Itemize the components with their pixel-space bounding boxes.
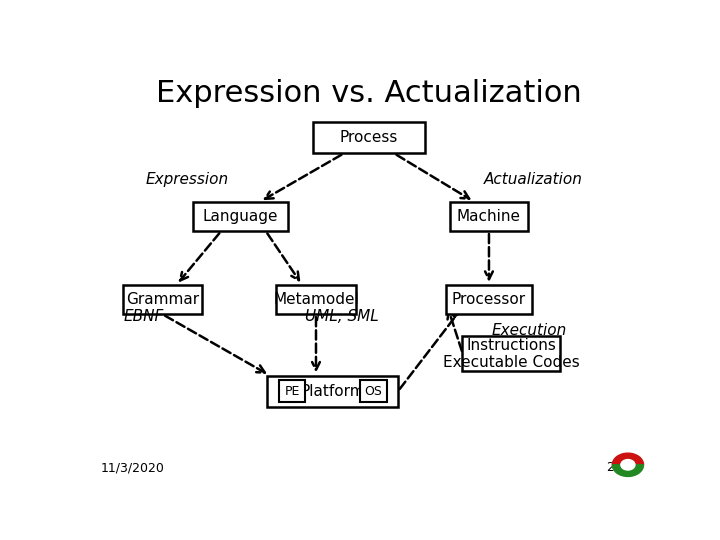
Text: Platform: Platform (300, 384, 365, 399)
FancyBboxPatch shape (193, 202, 288, 231)
Text: 24: 24 (606, 461, 622, 474)
Text: Actualization: Actualization (484, 172, 583, 187)
Text: 11/3/2020: 11/3/2020 (101, 461, 165, 474)
Text: UML, SML: UML, SML (305, 309, 379, 324)
FancyBboxPatch shape (279, 380, 305, 402)
Text: Processor: Processor (452, 292, 526, 307)
FancyBboxPatch shape (360, 380, 387, 402)
Text: Expression vs. Actualization: Expression vs. Actualization (156, 79, 582, 109)
Text: PE: PE (284, 384, 300, 397)
Circle shape (612, 453, 644, 476)
Text: OS: OS (364, 384, 382, 397)
FancyBboxPatch shape (276, 285, 356, 314)
Circle shape (621, 460, 635, 470)
Text: Execution: Execution (492, 322, 567, 338)
FancyBboxPatch shape (313, 122, 425, 153)
Wedge shape (612, 453, 644, 465)
FancyBboxPatch shape (450, 202, 528, 231)
Wedge shape (612, 465, 644, 476)
FancyBboxPatch shape (462, 336, 560, 372)
FancyBboxPatch shape (267, 376, 398, 407)
FancyBboxPatch shape (124, 285, 202, 314)
Text: Grammar: Grammar (126, 292, 199, 307)
Text: EBNF: EBNF (124, 309, 163, 324)
Text: Instructions
Executable Codes: Instructions Executable Codes (443, 338, 580, 370)
Text: Expression: Expression (146, 172, 229, 187)
Text: Machine: Machine (457, 209, 521, 224)
Text: Process: Process (340, 130, 398, 145)
FancyBboxPatch shape (446, 285, 532, 314)
Text: Language: Language (203, 209, 279, 224)
Text: Metamodel: Metamodel (273, 292, 359, 307)
